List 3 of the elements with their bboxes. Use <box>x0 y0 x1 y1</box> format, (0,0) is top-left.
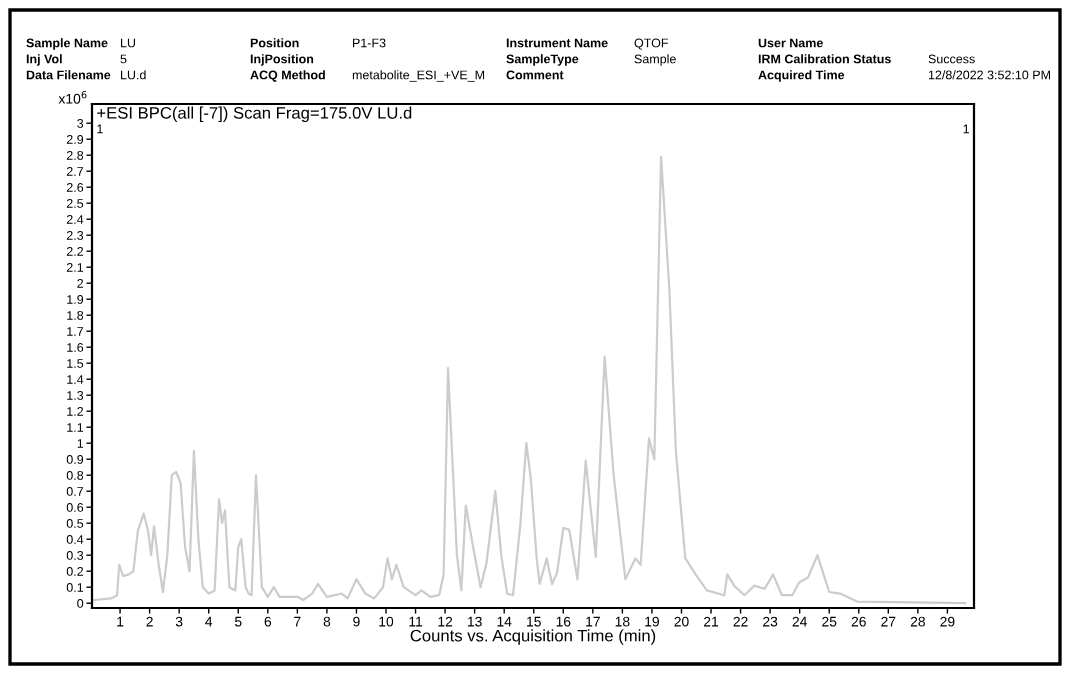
line-series <box>92 155 967 605</box>
chart-title: +ESI BPC(all [-7]) Scan Frag=175.0V LU.d <box>97 106 412 123</box>
x-axis-title: Counts vs. Acquisition Time (min) <box>410 629 656 645</box>
